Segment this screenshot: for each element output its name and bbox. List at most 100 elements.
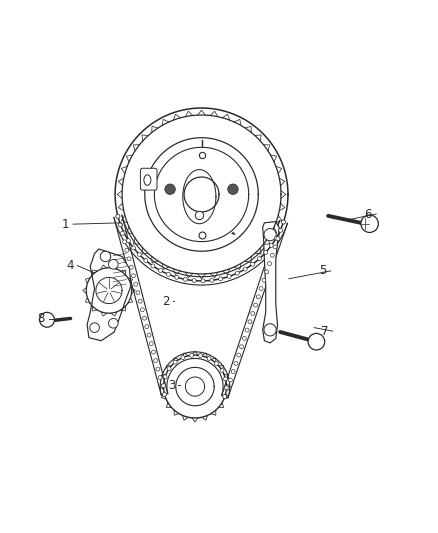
Circle shape	[163, 375, 167, 379]
Circle shape	[251, 262, 254, 266]
Circle shape	[127, 239, 131, 243]
Circle shape	[201, 279, 205, 283]
Circle shape	[228, 378, 232, 382]
Circle shape	[240, 345, 244, 349]
Circle shape	[282, 220, 286, 224]
Circle shape	[223, 394, 227, 399]
Circle shape	[120, 231, 124, 235]
Circle shape	[273, 245, 277, 249]
Circle shape	[259, 287, 263, 290]
Circle shape	[123, 240, 127, 244]
Circle shape	[276, 237, 280, 240]
Circle shape	[160, 384, 164, 388]
Circle shape	[248, 320, 252, 324]
Circle shape	[144, 259, 148, 263]
Circle shape	[109, 260, 118, 269]
Circle shape	[264, 324, 276, 336]
Circle shape	[151, 264, 155, 268]
Circle shape	[167, 367, 171, 371]
Circle shape	[227, 274, 231, 278]
Circle shape	[308, 334, 325, 350]
Circle shape	[262, 278, 266, 282]
Circle shape	[192, 279, 196, 282]
Circle shape	[237, 353, 241, 357]
Text: 1: 1	[62, 217, 69, 231]
Circle shape	[141, 308, 144, 312]
Circle shape	[162, 393, 166, 397]
Circle shape	[268, 262, 272, 265]
Circle shape	[165, 184, 175, 195]
Text: 6: 6	[364, 208, 372, 221]
Circle shape	[138, 299, 142, 303]
Circle shape	[127, 257, 131, 261]
Circle shape	[215, 361, 219, 366]
Circle shape	[231, 370, 235, 374]
Circle shape	[119, 223, 123, 227]
Circle shape	[242, 336, 246, 341]
Circle shape	[361, 215, 378, 232]
Circle shape	[245, 328, 249, 332]
Circle shape	[143, 316, 147, 320]
Circle shape	[162, 393, 166, 397]
Text: 3: 3	[168, 379, 176, 392]
Circle shape	[264, 229, 276, 241]
Circle shape	[220, 369, 224, 373]
Circle shape	[173, 360, 177, 364]
Circle shape	[265, 270, 268, 274]
Circle shape	[131, 274, 135, 278]
Circle shape	[149, 342, 153, 345]
Circle shape	[145, 325, 149, 329]
Circle shape	[210, 278, 214, 282]
Circle shape	[190, 353, 194, 357]
Circle shape	[100, 251, 111, 262]
Circle shape	[118, 223, 122, 227]
Circle shape	[138, 253, 141, 256]
Circle shape	[278, 228, 282, 232]
Text: 2: 2	[162, 295, 170, 308]
Circle shape	[184, 277, 187, 281]
Circle shape	[258, 257, 261, 261]
Circle shape	[39, 312, 54, 327]
Circle shape	[224, 386, 228, 390]
Circle shape	[129, 265, 133, 269]
Circle shape	[198, 354, 202, 358]
Polygon shape	[232, 232, 235, 235]
Circle shape	[154, 359, 158, 362]
Circle shape	[223, 377, 227, 381]
Circle shape	[264, 251, 268, 254]
Circle shape	[152, 350, 155, 354]
Text: 8: 8	[37, 312, 45, 325]
Circle shape	[219, 277, 223, 281]
Circle shape	[116, 214, 120, 219]
FancyBboxPatch shape	[141, 168, 157, 190]
Ellipse shape	[144, 175, 151, 185]
Circle shape	[109, 318, 118, 328]
Polygon shape	[263, 222, 280, 343]
Circle shape	[166, 272, 170, 276]
Circle shape	[156, 367, 160, 371]
Circle shape	[228, 184, 238, 195]
Circle shape	[269, 244, 273, 247]
Circle shape	[181, 356, 185, 360]
Circle shape	[131, 246, 135, 250]
Circle shape	[136, 291, 140, 295]
Text: 4: 4	[66, 259, 74, 272]
Circle shape	[158, 376, 162, 379]
Circle shape	[251, 311, 255, 316]
Circle shape	[147, 333, 151, 337]
Circle shape	[223, 394, 227, 399]
Text: 7: 7	[321, 325, 328, 337]
Circle shape	[282, 220, 286, 224]
Circle shape	[274, 236, 278, 240]
Circle shape	[254, 303, 258, 307]
Circle shape	[235, 271, 239, 275]
Circle shape	[90, 323, 99, 333]
Circle shape	[122, 231, 126, 235]
Circle shape	[279, 228, 283, 232]
Circle shape	[270, 253, 274, 257]
Circle shape	[162, 384, 166, 387]
Circle shape	[134, 282, 138, 286]
Polygon shape	[87, 249, 131, 341]
Text: 5: 5	[319, 264, 327, 277]
Circle shape	[234, 361, 238, 365]
